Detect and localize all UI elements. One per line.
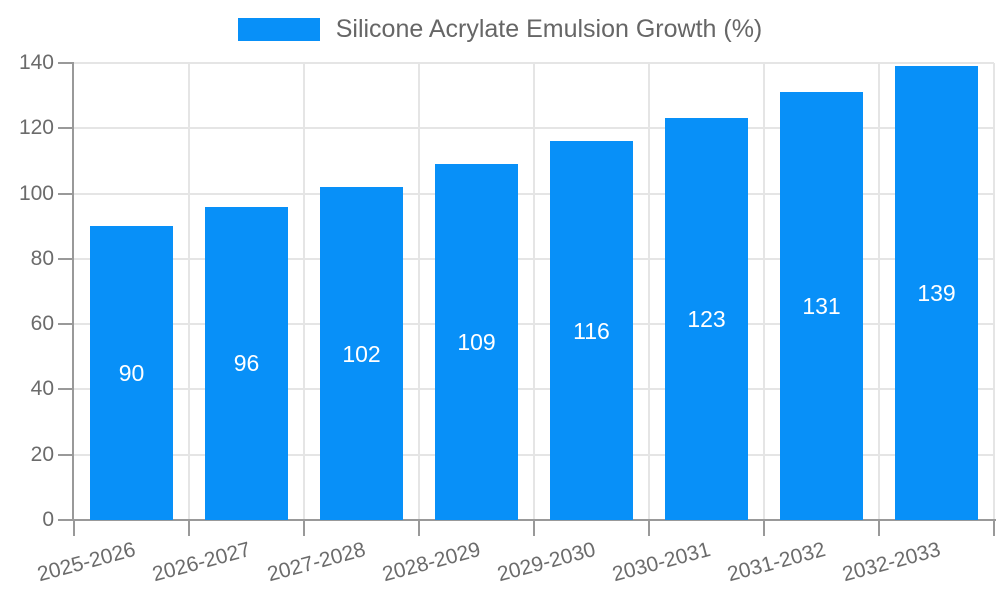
bar-value-label: 116 — [573, 317, 610, 344]
y-tick-label: 0 — [42, 508, 54, 531]
bar-value-label: 123 — [687, 306, 726, 333]
gridline-vertical — [188, 63, 190, 520]
x-axis-tick — [878, 520, 880, 536]
bar[interactable] — [550, 141, 633, 520]
bar-value-label: 90 — [118, 360, 145, 387]
bar[interactable] — [320, 187, 403, 520]
y-tick-label: 40 — [30, 377, 54, 401]
bar[interactable] — [665, 118, 748, 520]
y-axis-tick — [58, 127, 74, 130]
gridline-vertical — [878, 63, 880, 520]
gridline-vertical — [303, 63, 305, 520]
bar[interactable] — [435, 164, 518, 520]
legend[interactable]: Silicone Acrylate Emulsion Growth (%) — [0, 14, 1000, 44]
bar-value-label: 109 — [457, 329, 496, 356]
x-axis-tick — [533, 520, 535, 536]
y-axis-tick — [58, 192, 74, 195]
y-axis-tick — [58, 388, 74, 391]
gridline-vertical — [763, 63, 765, 520]
y-axis-tick — [58, 453, 74, 456]
legend-label: Silicone Acrylate Emulsion Growth (%) — [335, 15, 763, 43]
x-axis-tick — [188, 520, 190, 536]
gridline-vertical — [648, 63, 650, 520]
x-axis-tick — [303, 520, 305, 536]
x-axis-tick — [73, 520, 75, 536]
gridline-vertical — [533, 63, 535, 520]
y-tick-label: 80 — [30, 246, 54, 270]
bar-value-label: 131 — [802, 293, 841, 320]
x-axis-tick — [763, 520, 765, 536]
y-tick-label: 100 — [18, 181, 54, 205]
bar-value-label: 139 — [917, 280, 956, 307]
bar-value-label: 102 — [342, 340, 381, 367]
gridline-vertical — [418, 63, 420, 520]
y-axis-tick — [58, 323, 74, 326]
y-axis-tick — [58, 519, 74, 521]
y-axis-tick — [58, 257, 74, 260]
x-axis-tick — [993, 520, 995, 536]
x-axis-tick — [418, 520, 420, 536]
bar[interactable] — [895, 66, 978, 520]
bar[interactable] — [205, 206, 288, 520]
x-axis-tick — [648, 520, 650, 536]
legend-swatch — [237, 17, 320, 41]
y-tick-label: 20 — [30, 442, 54, 466]
y-axis-tick — [58, 62, 74, 64]
y-tick-label: 120 — [18, 116, 54, 140]
y-tick-label: 60 — [30, 312, 54, 336]
bar-value-label: 96 — [233, 350, 260, 377]
y-axis-line — [72, 63, 74, 520]
bar[interactable] — [780, 92, 863, 520]
y-tick-label: 140 — [18, 51, 54, 74]
bar[interactable] — [90, 226, 173, 520]
gridline-vertical — [993, 63, 995, 520]
